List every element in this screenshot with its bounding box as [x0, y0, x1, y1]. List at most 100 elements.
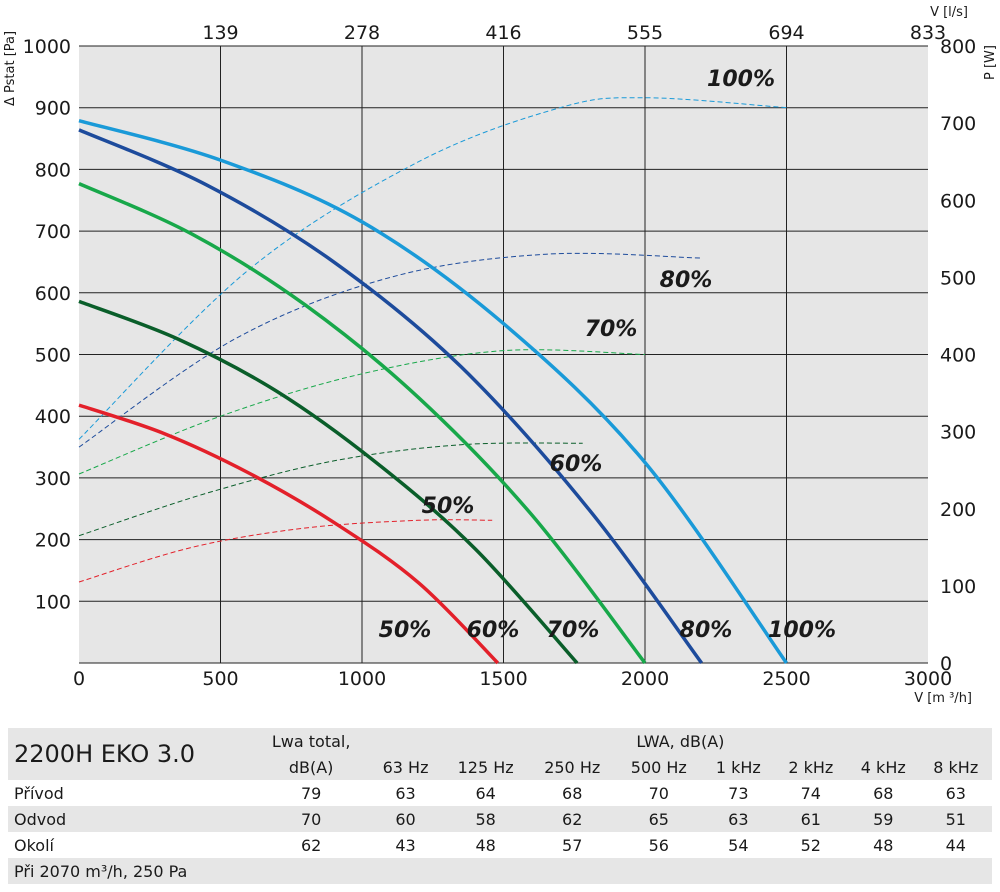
cell: 58	[442, 806, 529, 832]
band-header: 2 kHz	[774, 754, 848, 780]
band-header: 4 kHz	[847, 754, 920, 780]
cell: 51	[919, 806, 992, 832]
y-tick-label: 100	[35, 591, 71, 613]
y2-tick-label: 600	[940, 190, 976, 212]
table-row: Přívod 79 63 64 68 70 73 74 68 63	[8, 780, 992, 806]
y2-tick-label: 300	[940, 422, 976, 444]
y-tick-label: 700	[35, 221, 71, 243]
band-header: 125 Hz	[442, 754, 529, 780]
pressure-curve-70pct	[78, 182, 647, 665]
cell: 64	[475, 783, 496, 803]
pressure-curve-100pct	[78, 119, 788, 665]
y-tick-label: 400	[35, 406, 71, 428]
pressure-curve-label: 70%	[547, 618, 600, 643]
y2-tick-label: 700	[940, 113, 976, 135]
row-name: Přívod	[14, 783, 64, 803]
table-row: Odvod 70 60 58 62 65 63 61 59 51	[8, 806, 992, 832]
pressure-curve-60pct	[78, 299, 579, 665]
y2-tick-label: 800	[940, 36, 976, 58]
operating-point-note: Při 2070 m³/h, 250 Pa	[8, 858, 992, 884]
pressure-curves	[78, 119, 788, 665]
table-header-row-1: 2200H EKO 3.0 Lwa total, LWA, dB(A)	[8, 728, 992, 780]
x-tick-label: 1500	[479, 668, 527, 690]
band-header: 1 kHz	[702, 754, 775, 780]
y2-tick-label: 500	[940, 267, 976, 289]
cell: 48	[873, 835, 894, 855]
y2-tick-label: 0	[940, 653, 952, 675]
cell: 44	[945, 835, 966, 855]
cell: 61	[774, 806, 848, 832]
y-tick-label: 800	[35, 159, 71, 181]
cell-total: 79	[300, 783, 322, 803]
y-tick-label: 600	[35, 283, 71, 305]
band-header: 250 Hz	[528, 754, 616, 780]
x2-tick-label: 139	[202, 22, 238, 44]
cell-total: 62	[300, 835, 322, 855]
y-tick-label: 1000	[23, 36, 71, 58]
power-curve-100pct	[78, 97, 787, 440]
x-tick-label: 2500	[762, 668, 810, 690]
cell: 60	[368, 806, 443, 832]
table-header-row-2: dB(A) 63 Hz 125 Hz 250 Hz 500 Hz 1 kHz 2…	[8, 754, 992, 780]
cell-total: 70	[253, 806, 369, 832]
cell: 73	[728, 783, 749, 803]
pressure-curve-label: 60%	[467, 618, 520, 643]
model-name: 2200H EKO 3.0	[8, 728, 254, 780]
cell: 52	[800, 835, 821, 855]
cell: 70	[648, 783, 669, 803]
band-header: 8 kHz	[919, 754, 992, 780]
x2-axis-label: V [l/s]	[930, 5, 968, 20]
x-tick-label: 500	[202, 668, 238, 690]
y-tick-label: 200	[35, 530, 71, 552]
power-curve-label: 100%	[707, 67, 775, 92]
cell: 68	[873, 783, 894, 803]
cell: 54	[728, 835, 749, 855]
row-name: Okolí	[14, 835, 54, 855]
x-tick-label: 1000	[338, 668, 386, 690]
cell: 63	[702, 806, 775, 832]
y2-tick-label: 400	[940, 345, 976, 367]
cell: 65	[615, 806, 703, 832]
power-curve-50pct	[78, 519, 493, 583]
y-tick-label: 900	[35, 98, 71, 120]
lwa-total-header-1: Lwa total,	[253, 728, 369, 754]
y2-tick-label: 200	[940, 499, 976, 521]
power-curve-60pct	[78, 442, 583, 537]
power-curve-label: 50%	[422, 494, 475, 519]
x2-tick-label: 278	[344, 22, 380, 44]
pressure-curve-50pct	[78, 403, 500, 665]
cell: 48	[475, 835, 496, 855]
y-axis-label: Δ Pstat [Pa]	[3, 31, 18, 106]
table-row: Okolí 62 43 48 57 56 54 52 48 44	[8, 832, 992, 858]
y-tick-label: 500	[35, 345, 71, 367]
row-name: Odvod	[8, 806, 254, 832]
band-header: 500 Hz	[615, 754, 703, 780]
cell: 63	[395, 783, 416, 803]
power-curve-label: 60%	[550, 452, 603, 477]
cell: 62	[528, 806, 616, 832]
power-curve-label: 80%	[660, 268, 713, 293]
cell: 57	[562, 835, 583, 855]
lwa-total-header-2: dB(A)	[253, 754, 369, 780]
power-curve-label: 70%	[585, 317, 638, 342]
x-tick-label: 3000	[904, 668, 952, 690]
curve-labels: 50% 60% 70% 80% 100% 50% 60% 70% 80% 100%	[379, 67, 836, 643]
x-tick-label: 2000	[621, 668, 669, 690]
y-tick-label: 300	[35, 468, 71, 490]
x-tick-label: 0	[73, 668, 85, 690]
pressure-curve-label: 50%	[379, 618, 432, 643]
y2-axis-label: P [W]	[983, 45, 998, 80]
noise-table: 2200H EKO 3.0 Lwa total, LWA, dB(A) dB(A…	[8, 728, 992, 884]
pressure-curve-label: 80%	[680, 618, 733, 643]
gridlines	[79, 45, 928, 664]
x2-tick-label: 416	[485, 22, 521, 44]
x-axis-label: V [m ³/h]	[914, 691, 972, 706]
y2-tick-label: 100	[940, 576, 976, 598]
table-note-row: Při 2070 m³/h, 250 Pa	[8, 858, 992, 884]
cell: 56	[648, 835, 669, 855]
lwa-group-header: LWA, dB(A)	[368, 728, 992, 754]
cell: 63	[945, 783, 966, 803]
x2-tick-label: 833	[910, 22, 946, 44]
cell: 74	[800, 783, 821, 803]
